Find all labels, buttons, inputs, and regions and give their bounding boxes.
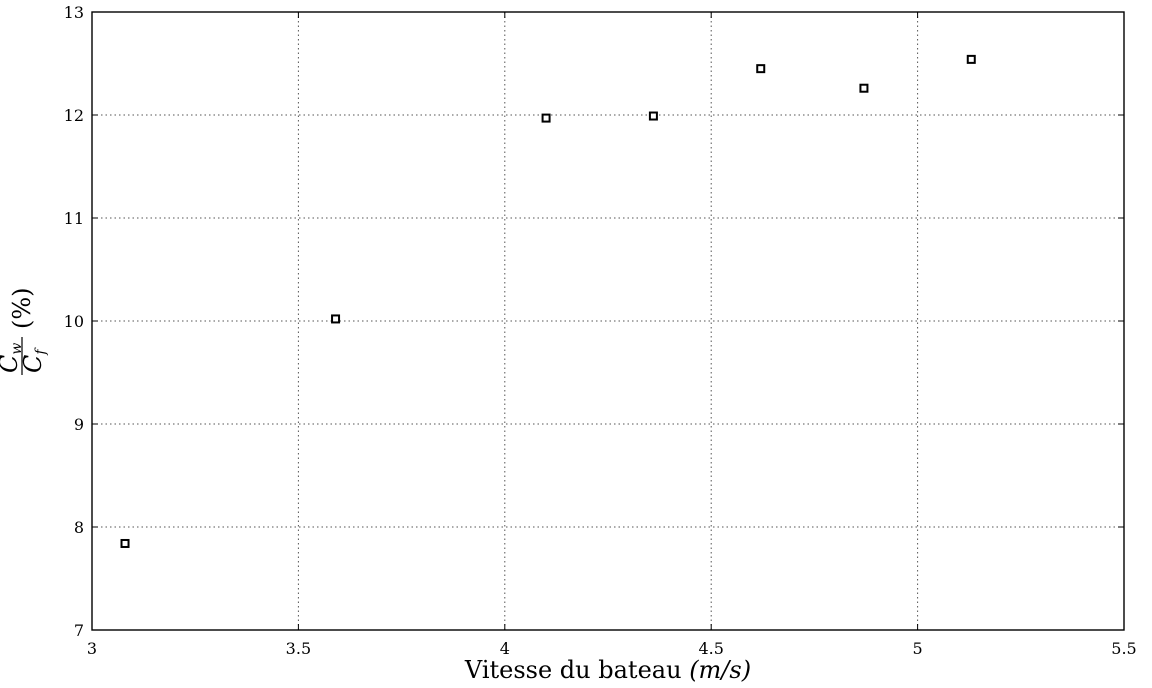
- y-tick-labels: 7 8 9 10 11 12 13: [64, 3, 84, 640]
- x-tick-label: 5.5: [1111, 639, 1136, 658]
- y-label-numerator: Cw: [0, 343, 25, 373]
- data-points: [120, 54, 976, 548]
- data-point: [859, 83, 869, 93]
- x-tick-label: 5: [913, 639, 923, 658]
- plot-frame: [91, 11, 1125, 631]
- y-axis-label: Cw Cf (%): [0, 287, 49, 375]
- y-label-numerator-subscript: w: [9, 343, 25, 355]
- x-axis-label: Vitesse du bateau (m/s): [464, 656, 751, 684]
- x-tick-label: 3.5: [286, 639, 311, 658]
- y-tick-label: 9: [74, 415, 84, 434]
- data-point: [648, 111, 658, 121]
- x-tick-labels: 3 3.5 4 4.5 5 5.5: [87, 639, 1137, 658]
- grid-lines: [91, 11, 1125, 631]
- x-tick-label: 4.5: [698, 639, 723, 658]
- data-point: [331, 314, 341, 324]
- data-point: [120, 538, 130, 548]
- y-label-denominator: Cf: [19, 347, 49, 373]
- x-axis-label-unit: (m/s): [689, 656, 751, 684]
- y-label-denominator-symbol: C: [19, 355, 47, 373]
- data-point: [966, 54, 976, 64]
- y-tick-label: 11: [64, 209, 84, 228]
- y-tick-label: 13: [64, 3, 84, 22]
- x-tick-label: 4: [500, 639, 510, 658]
- x-tick-label: 3: [87, 639, 97, 658]
- y-label-suffix: (%): [8, 287, 36, 329]
- y-tick-label: 12: [64, 106, 84, 125]
- y-tick-label: 8: [74, 518, 84, 537]
- y-tick-label: 10: [64, 312, 84, 331]
- x-axis-label-text: Vitesse du bateau: [464, 656, 682, 684]
- data-point: [756, 64, 766, 74]
- axis-ticks: [91, 11, 1125, 631]
- data-point: [541, 113, 551, 123]
- y-label-denominator-subscript: f: [33, 347, 49, 356]
- y-label-numerator-symbol: C: [0, 355, 23, 373]
- y-tick-label: 7: [74, 621, 84, 640]
